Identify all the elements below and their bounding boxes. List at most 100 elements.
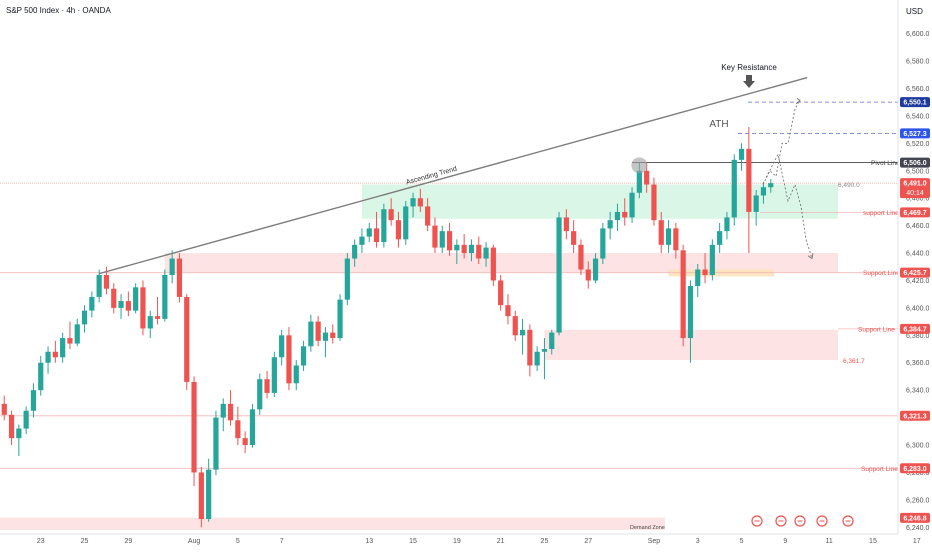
candle-body [578,244,584,270]
candle-body [206,469,212,520]
candle-body [753,195,759,212]
price-tag-label: 6,469.7 [903,210,926,217]
pivot-peak-marker [631,157,648,174]
demand-zone-label: Demand Zone [630,525,665,531]
candle-body [271,357,277,393]
candle-body [191,381,197,473]
resistance-zone [361,184,838,219]
candle-body [67,338,73,344]
x-tick-label: 5 [740,538,744,545]
candle-body [629,192,635,218]
candle-body [118,301,124,308]
x-tick-label: 25 [541,538,549,545]
y-tick-label: 6,580.0 [906,59,929,66]
candle-body [257,379,263,410]
levels-layer [0,101,898,469]
candle-body [315,321,321,341]
candle-body [140,287,146,329]
candle-body [768,183,774,188]
y-tick-label: 6,500.0 [906,168,929,175]
projection-up-path [762,99,801,185]
y-tick-label: 6,300.0 [906,443,929,450]
candle-body [176,258,183,297]
candle-body [366,228,372,237]
candle-body [8,414,15,439]
candle-body [746,148,752,212]
candle-body [622,211,628,218]
candle-body [483,247,489,259]
candle-body [505,305,511,317]
candle-body [286,335,292,384]
candle-body [381,209,387,243]
candle-body [198,472,204,520]
candles-layer [1,126,774,528]
y-tick-label: 6,400.0 [906,305,929,312]
price-tag-label: 6,246.8 [903,515,926,522]
currency-label[interactable]: USD [906,7,923,16]
y-tick-label: 6,460.0 [906,223,929,230]
price-tag-label: 6,527.3 [903,131,926,138]
y-tick-label: 6,360.0 [906,360,929,367]
price-tag-label: 6,321.3 [903,413,926,420]
candle-body [476,244,482,259]
price-tag-label: 6,425.7 [903,270,926,277]
lightning-event-icon[interactable] [751,515,763,527]
x-tick-label: Aug [188,538,201,545]
candle-body [439,231,445,248]
candle-body [162,275,168,319]
economic-event-icon[interactable] [794,515,806,527]
candle-body [388,209,394,221]
candle-body [81,310,88,325]
candle-body [519,329,526,336]
candle-body [220,403,226,418]
economic-event-icon[interactable] [775,515,787,527]
candle-body [249,409,256,445]
candle-body [359,236,365,245]
key-resistance-label: Key Resistance [721,63,777,72]
projection-up-arrow-icon [795,97,801,105]
level-label-6490: 6,490.0 [838,182,860,189]
candle-body [133,287,139,311]
candle-body [45,351,51,363]
y-tick-label: 6,520.0 [906,141,929,148]
candle-body [96,275,102,297]
candle-body [461,244,467,254]
price-tag [900,463,930,474]
candle-body [724,217,730,232]
candle-body [614,211,621,221]
candle-body [60,338,66,358]
economic-event-icon[interactable] [816,515,828,527]
candle-body [1,403,7,415]
candle-body [534,351,540,366]
ath-label: ATH [709,119,728,130]
x-tick-label: 19 [453,538,461,545]
level-label: Support Line [861,466,898,473]
candle-body [425,206,431,226]
y-tick-label: 6,420.0 [906,278,929,285]
candle-body [760,187,767,196]
countdown-label: 40:14 [906,190,924,197]
x-tick-label: 5 [236,538,240,545]
candle-body [563,217,569,232]
x-tick-label: 11 [826,538,833,545]
candle-body [74,324,80,344]
x-tick-label: 13 [365,538,373,545]
y-tick-label: 6,540.0 [906,113,929,120]
candle-body [468,244,475,254]
projection-down-arrow-icon [807,252,814,260]
price-tag [900,512,930,523]
x-tick-label: 27 [584,538,592,545]
candle-body [687,285,694,339]
candle-body [279,335,285,358]
y-tick-label: 6,600.0 [906,31,929,38]
candle-body [125,301,131,311]
economic-event-icon[interactable] [842,515,854,527]
candle-body [644,170,650,185]
y-tick-label: 6,280.0 [906,470,929,477]
candle-body [673,228,679,251]
x-tick-label: 7 [280,538,284,545]
candle-body [30,390,37,411]
